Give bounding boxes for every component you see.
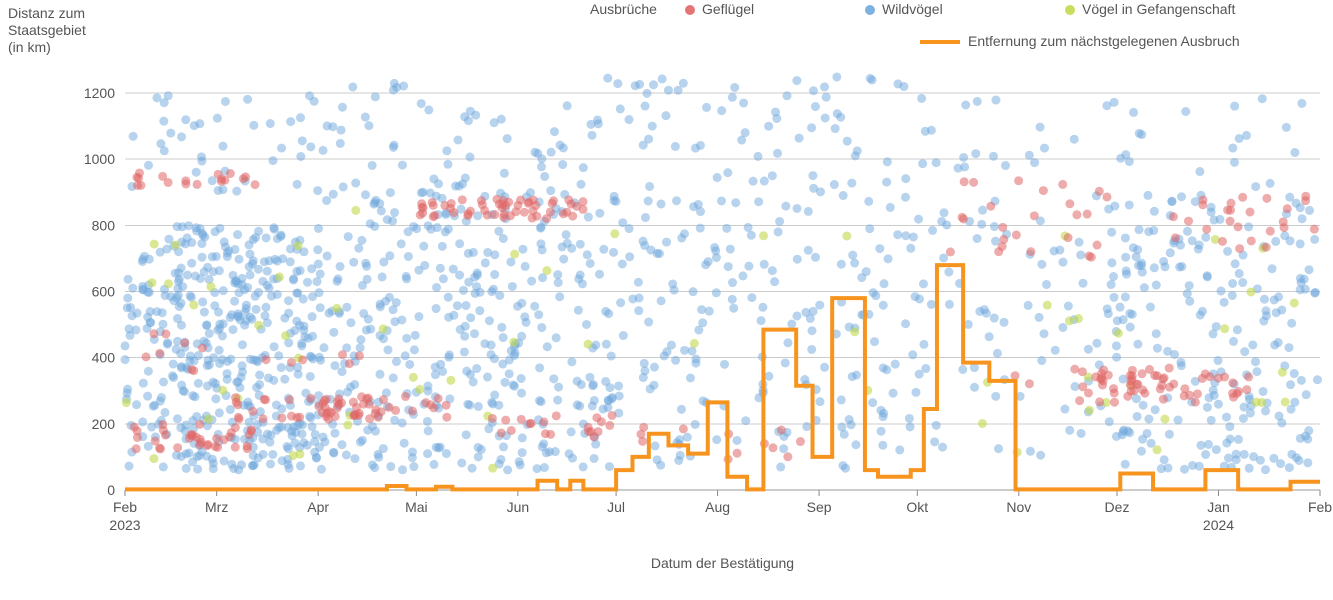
x-tick-year: 2024 [1203, 517, 1234, 533]
legend-marker-gefluegel [685, 5, 695, 15]
y-tick-label: 400 [92, 350, 116, 366]
x-tick-label: Jan [1207, 499, 1230, 515]
x-tick-label: Dez [1105, 499, 1130, 515]
outbreak-distance-chart: 0 200 400 600 800 1000 1200 Feb 2023 Mrz Apr Mai Jun… [0, 0, 1333, 600]
chart-svg: 0 200 400 600 800 1000 1200 Feb 2023 Mrz Apr Mai Jun… [0, 0, 1333, 600]
y-tick-label: 0 [107, 482, 115, 498]
x-tick-label: Mai [405, 499, 428, 515]
x-tick-label: Sep [807, 499, 832, 515]
x-tick-label: Jul [607, 499, 625, 515]
legend-line-label: Entfernung zum nächstgelegenen Ausbruch [968, 33, 1240, 49]
y-axis-title-line: Staatsgebiet [8, 22, 86, 38]
x-tick-label: Okt [906, 499, 928, 515]
x-tick-label: Aug [705, 499, 730, 515]
legend-label-wildvoegel: Wildvögel [882, 1, 943, 17]
y-tick-label: 800 [92, 217, 116, 233]
x-axis-title: Datum der Bestätigung [651, 555, 794, 571]
x-tick-label: Nov [1006, 499, 1031, 515]
y-tick-label: 1000 [84, 151, 115, 167]
x-tick-label: Apr [307, 499, 329, 515]
y-tick-label: 200 [92, 416, 116, 432]
x-tick-label: Feb [113, 499, 137, 515]
x-tick-label: Feb [1308, 499, 1332, 515]
y-axis-title-line: Distanz zum [8, 5, 85, 21]
legend-marker-wildvoegel [865, 5, 875, 15]
y-tick-label: 1200 [84, 85, 115, 101]
x-tick-year: 2023 [109, 517, 140, 533]
legend-label-gefangen: Vögel in Gefangenschaft [1082, 1, 1235, 17]
legend-marker-gefangen [1065, 5, 1075, 15]
legend-label-gefluegel: Geflügel [702, 1, 754, 17]
x-tick-label: Mrz [205, 499, 228, 515]
x-tick-label: Jun [507, 499, 530, 515]
y-tick-label: 600 [92, 284, 116, 300]
legend-title: Ausbrüche [590, 1, 657, 17]
y-axis-title-line: (in km) [8, 39, 51, 55]
